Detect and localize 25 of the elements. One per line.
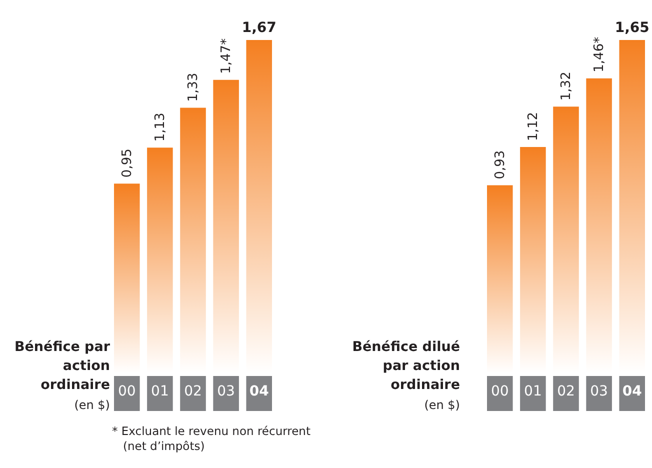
text: (en $) bbox=[423, 397, 460, 413]
text: Bénéfice dilué par action ordinaire bbox=[351, 338, 460, 395]
x-tick-label: 03 bbox=[590, 384, 608, 400]
data-label: 1,32 bbox=[559, 72, 574, 101]
data-label: 1,13 bbox=[152, 112, 168, 142]
data-label: 1,65 bbox=[614, 20, 650, 36]
x-tick-label: 00 bbox=[490, 384, 509, 400]
text: (en $) bbox=[73, 397, 110, 413]
data-label: 1,33 bbox=[186, 72, 201, 102]
x-tick-label: 01 bbox=[524, 384, 542, 400]
data-label: 1,12 bbox=[526, 112, 541, 141]
x-tick-label: 02 bbox=[557, 384, 575, 400]
x-tick-label: 04 bbox=[249, 384, 270, 400]
data-label: 0,93 bbox=[492, 150, 508, 180]
x-tick-label: 00 bbox=[118, 384, 136, 400]
data-label: 1,67 bbox=[242, 20, 276, 36]
x-tick-label: 04 bbox=[622, 384, 642, 400]
data-label: 0,95 bbox=[120, 148, 135, 178]
text: * Excluant le revenu non récurrent (net d’impôts) bbox=[112, 424, 312, 454]
text: Bénéfice par action ordinaire bbox=[13, 338, 110, 395]
x-tick-label: 01 bbox=[151, 384, 169, 400]
data-label: 1,47* bbox=[219, 38, 234, 74]
x-tick-label: 02 bbox=[184, 384, 202, 400]
data-label: 1,46* bbox=[592, 36, 608, 72]
x-tick-label: 03 bbox=[217, 384, 235, 400]
